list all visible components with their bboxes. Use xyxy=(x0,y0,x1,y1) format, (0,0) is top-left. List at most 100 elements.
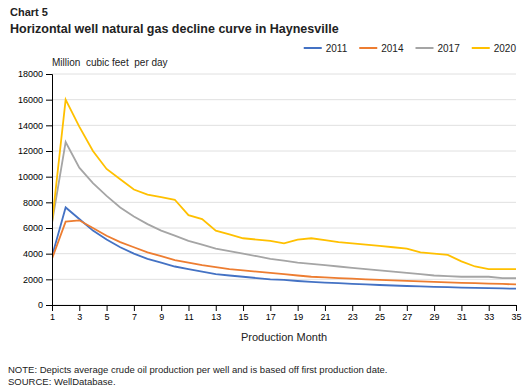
legend-label: 2017 xyxy=(438,43,461,54)
x-tick-label: 1 xyxy=(50,312,55,322)
x-tick: 11 xyxy=(184,305,193,322)
x-tick: 3 xyxy=(77,305,82,322)
y-tick: 14000 xyxy=(18,121,52,131)
legend-swatch xyxy=(472,47,490,49)
y-tick-mark xyxy=(46,100,52,101)
y-tick-mark xyxy=(46,151,52,152)
x-tick-label: 3 xyxy=(77,312,82,322)
x-tick: 13 xyxy=(211,305,221,322)
y-tick: 18000 xyxy=(18,69,52,79)
x-tick-label: 15 xyxy=(239,312,249,322)
legend-item: 2014 xyxy=(359,43,404,54)
x-tick-mark xyxy=(461,305,462,311)
y-tick: 16000 xyxy=(18,95,52,105)
x-tick-label: 21 xyxy=(320,312,330,322)
y-tick-label: 12000 xyxy=(18,146,43,156)
x-tick-mark xyxy=(107,305,108,311)
legend: 2011 2014 2017 2020 xyxy=(304,43,517,54)
y-tick-label: 14000 xyxy=(18,121,43,131)
x-tick-mark xyxy=(134,305,135,311)
x-tick: 29 xyxy=(430,305,440,322)
y-axis: 0 2000 4000 6000 8000 10000 12000 14000 16000 180… xyxy=(18,69,53,310)
y-tick-mark xyxy=(46,202,52,203)
x-tick: 15 xyxy=(239,305,249,322)
x-tick-mark xyxy=(243,305,244,311)
legend-item: 2017 xyxy=(416,43,461,54)
y-tick: 12000 xyxy=(18,146,52,156)
x-tick: 5 xyxy=(105,305,110,322)
y-tick-mark xyxy=(46,305,52,306)
y-tick-label: 0 xyxy=(38,300,43,310)
grid-line xyxy=(52,99,516,100)
y-tick-mark xyxy=(46,177,52,178)
x-tick-mark xyxy=(188,305,189,311)
legend-swatch xyxy=(416,47,434,49)
x-tick-label: 7 xyxy=(132,312,137,322)
grid-line xyxy=(52,176,516,177)
x-tick-label: 19 xyxy=(293,312,303,322)
y-axis-line xyxy=(46,75,53,306)
y-tick: 10000 xyxy=(18,172,52,182)
x-tick-label: 11 xyxy=(184,312,193,322)
x-tick: 33 xyxy=(484,305,494,322)
x-tick-mark xyxy=(216,305,217,311)
x-tick-mark xyxy=(79,305,80,311)
chart: Chart 5Horizontal well natural gas decli… xyxy=(0,0,532,391)
x-tick-mark xyxy=(380,305,381,311)
legend-label: 2020 xyxy=(494,43,517,54)
x-tick-label: 25 xyxy=(375,312,385,322)
x-tick: 1 xyxy=(50,305,55,322)
x-tick: 9 xyxy=(159,305,164,322)
x-tick: 17 xyxy=(266,305,276,322)
grid-line xyxy=(52,125,516,126)
grid-line xyxy=(52,151,516,152)
x-tick-label: 35 xyxy=(511,312,521,322)
y-tick: 8000 xyxy=(23,198,52,208)
y-tick-label: 4000 xyxy=(23,249,43,259)
y-tick-mark xyxy=(46,125,52,126)
x-tick: 21 xyxy=(320,305,330,322)
series-line xyxy=(52,220,516,284)
grid-line xyxy=(52,202,516,203)
x-tick: 7 xyxy=(132,305,137,322)
x-tick-mark xyxy=(298,305,299,311)
y-tick-label: 10000 xyxy=(18,172,43,182)
grid-line xyxy=(52,228,516,229)
x-tick-mark xyxy=(270,305,271,311)
plot-area xyxy=(52,100,516,289)
x-tick-mark xyxy=(434,305,435,311)
y-tick: 6000 xyxy=(23,223,52,233)
grid xyxy=(52,74,516,305)
x-axis-line xyxy=(53,306,517,312)
x-tick: 23 xyxy=(348,305,358,322)
note: NOTE: Depicts average crude oil producti… xyxy=(8,364,388,375)
legend-item: 2011 xyxy=(304,43,348,54)
y-tick: 0 xyxy=(38,300,52,310)
x-tick-label: 23 xyxy=(348,312,358,322)
y-tick-label: 6000 xyxy=(23,223,43,233)
x-tick: 27 xyxy=(402,305,412,322)
x-tick: 19 xyxy=(293,305,303,322)
legend-label: 2011 xyxy=(326,43,348,54)
x-tick-mark xyxy=(352,305,353,311)
y-tick: 2000 xyxy=(23,275,52,285)
subtitle: Horizontal well natural gas decline curv… xyxy=(10,22,339,36)
x-tick-label: 5 xyxy=(105,312,110,322)
x-tick-label: 9 xyxy=(159,312,164,322)
x-tick-label: 31 xyxy=(457,312,467,322)
x-tick: 31 xyxy=(457,305,467,322)
y-tick-label: 18000 xyxy=(18,69,43,79)
x-tick-label: 17 xyxy=(266,312,276,322)
x-tick: 25 xyxy=(375,305,385,322)
x-tick-mark xyxy=(489,305,490,311)
x-tick-label: 13 xyxy=(211,312,221,322)
y-tick-label: 8000 xyxy=(23,198,43,208)
y-axis-title: Million cubic feet per day xyxy=(52,57,168,68)
legend-label: 2014 xyxy=(381,43,404,54)
x-tick-mark xyxy=(325,305,326,311)
series-line xyxy=(52,142,516,278)
y-tick-mark xyxy=(46,254,52,255)
series-line xyxy=(52,100,516,269)
y-tick-label: 16000 xyxy=(18,95,43,105)
x-axis: 1357911131517192123252729313335 xyxy=(50,305,522,322)
